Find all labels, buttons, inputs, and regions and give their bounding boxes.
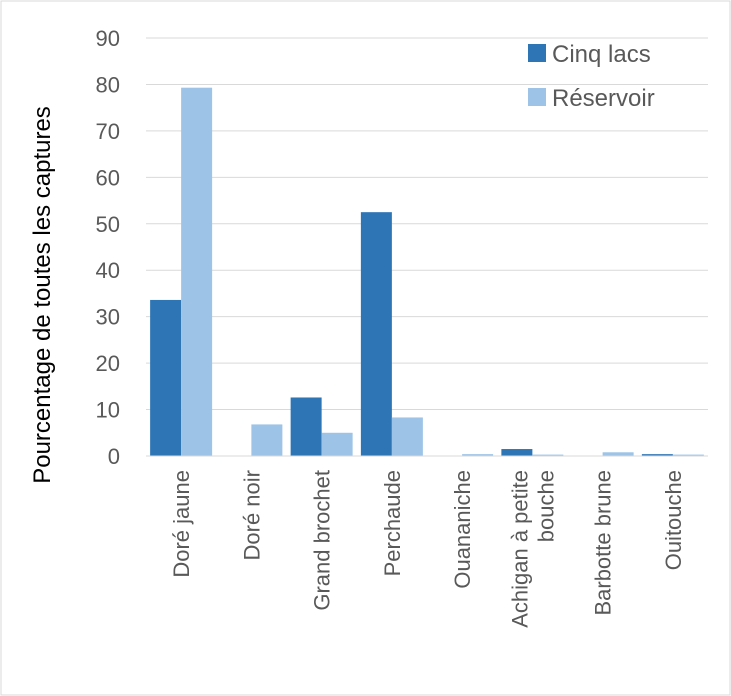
bars — [150, 87, 704, 456]
x-category-label: Achigan à petite — [507, 470, 532, 628]
x-category-label: Doré noir — [239, 470, 264, 560]
x-category-label: Barbotte brune — [591, 470, 616, 616]
y-tick-label: 50 — [96, 212, 120, 237]
bar-reservoir — [181, 87, 213, 456]
legend: Cinq lacs Réservoir — [528, 41, 655, 112]
x-category-label: Doré jaune — [169, 470, 194, 578]
y-tick-label: 80 — [96, 72, 120, 97]
x-category-label: Grand brochet — [310, 470, 335, 611]
x-category-label: Perchaude — [380, 470, 405, 576]
bar-cinq-lacs — [290, 397, 322, 456]
legend-label: Cinq lacs — [552, 41, 651, 68]
x-category-label: Ouananiche — [450, 470, 475, 589]
bar-reservoir — [602, 452, 634, 456]
bar-cinq-lacs — [150, 299, 182, 456]
legend-swatch — [528, 44, 546, 62]
bar-cinq-lacs — [501, 449, 533, 456]
x-axis-labels: Doré jaune Doré noir Grand brochet Perchaud… — [169, 470, 686, 628]
y-tick-label: 90 — [96, 26, 120, 51]
y-axis-label: Pourcentage de toutes les captures — [29, 106, 56, 484]
bar-reservoir — [672, 454, 704, 456]
y-tick-label: 30 — [96, 305, 120, 330]
x-category-label: Ouitouche — [661, 470, 686, 570]
y-tick-label: 40 — [96, 258, 120, 283]
bar-reservoir — [391, 417, 423, 456]
y-tick-label: 60 — [96, 165, 120, 190]
bar-reservoir — [532, 454, 564, 456]
gridlines — [146, 37, 708, 411]
bar-reservoir — [462, 454, 494, 456]
bar-cinq-lacs — [641, 454, 673, 456]
x-category-label: bouche — [533, 470, 558, 542]
bar-cinq-lacs — [360, 212, 392, 456]
legend-swatch — [528, 88, 546, 106]
bar-reservoir — [321, 432, 353, 456]
y-tick-label: 70 — [96, 119, 120, 144]
y-axis-ticks: 0 10 20 30 40 50 60 70 80 90 — [96, 26, 120, 469]
bar-reservoir — [251, 424, 283, 456]
y-tick-label: 10 — [96, 398, 120, 423]
y-tick-label: 20 — [96, 351, 120, 376]
y-tick-label: 0 — [108, 444, 120, 469]
legend-label: Réservoir — [552, 85, 655, 112]
